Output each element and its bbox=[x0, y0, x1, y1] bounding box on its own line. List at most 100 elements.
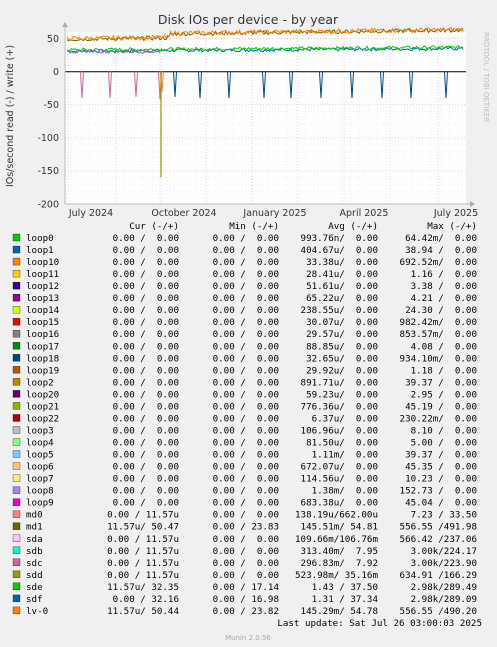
legend-avg: 1.38m/ 0.00 bbox=[312, 486, 378, 497]
legend-cur: 0.00 / 0.00 bbox=[113, 486, 179, 497]
legend-name: loop13 bbox=[26, 293, 59, 304]
legend-name: loop8 bbox=[26, 486, 54, 497]
legend-avg: 238.55u/ 0.00 bbox=[301, 305, 378, 316]
legend-min: 0.00 / 0.00 bbox=[213, 510, 279, 521]
x-tick-label: October 2024 bbox=[151, 208, 216, 219]
legend-max: 556.55 /490.20 bbox=[400, 606, 477, 617]
legend-name: loop17 bbox=[26, 341, 59, 352]
x-tick-label: January 2025 bbox=[242, 208, 306, 219]
legend-avg: 81.50u/ 0.00 bbox=[306, 438, 378, 449]
legend-avg: 523.98m/ 35.16m bbox=[295, 570, 378, 581]
legend-swatch bbox=[12, 318, 21, 326]
legend-swatch bbox=[12, 257, 21, 266]
legend-row-loop18: loop18 0.00 / 0.00 0.00 / 0.00 32.65u/ 0.00… bbox=[12, 353, 477, 364]
read-spike bbox=[173, 71, 177, 97]
legend-cur: 0.00 / 0.00 bbox=[113, 305, 179, 316]
legend-avg: 683.38u/ 0.00 bbox=[301, 498, 378, 509]
series-line-sdf bbox=[66, 46, 464, 54]
read-spike bbox=[444, 71, 448, 99]
legend-min: 0.00 / 0.00 bbox=[213, 365, 279, 376]
legend-swatch bbox=[12, 390, 21, 398]
legend-cur: 0.00 / 0.00 bbox=[113, 377, 179, 388]
legend-name: md0 bbox=[26, 510, 43, 521]
legend-name: loop19 bbox=[26, 365, 59, 376]
legend-swatch bbox=[12, 582, 21, 591]
legend-max: 2.98k/289.49 bbox=[411, 582, 477, 593]
legend-swatch bbox=[12, 233, 21, 242]
legend-min: 0.00 / 0.00 bbox=[213, 413, 279, 424]
legend-max: 3.38 / 0.00 bbox=[411, 281, 477, 292]
legend-max: 2.98k/289.09 bbox=[411, 594, 477, 605]
legend-max: 45.35 / 0.00 bbox=[405, 462, 477, 473]
legend-cur: 11.57u/ 50.44 bbox=[107, 606, 179, 617]
legend-name: loop7 bbox=[26, 474, 54, 485]
read-spike bbox=[319, 71, 323, 99]
legend-name: loop14 bbox=[26, 305, 60, 316]
legend-row-loop14: loop14 0.00 / 0.00 0.00 / 0.00 238.55u/ 0.0… bbox=[12, 305, 477, 316]
legend-row-loop5: loop5 0.00 / 0.00 0.00 / 0.00 1.11m/ 0.00 39… bbox=[12, 450, 477, 461]
watermark: RRDTOOL / TOBI OETIKER bbox=[482, 32, 490, 122]
legend-min: 0.00 / 0.00 bbox=[213, 293, 279, 304]
legend-name: md1 bbox=[26, 522, 43, 533]
legend-avg: 776.36u/ 0.00 bbox=[301, 401, 378, 412]
legend-name: sdf bbox=[26, 594, 43, 605]
legend-cur: 0.00 / 0.00 bbox=[113, 498, 179, 509]
legend-swatch bbox=[12, 510, 21, 518]
legend-swatch bbox=[12, 366, 21, 374]
read-spike bbox=[380, 71, 384, 99]
legend-min: 0.00 / 0.00 bbox=[213, 233, 279, 244]
legend-row-loop12: loop12 0.00 / 0.00 0.00 / 0.00 51.61u/ 0.00… bbox=[12, 281, 477, 292]
chart-title: Disk IOs per device - by year bbox=[158, 12, 339, 27]
legend-swatch bbox=[12, 558, 21, 566]
legend-swatch bbox=[12, 378, 21, 386]
legend-name: loop11 bbox=[26, 269, 59, 280]
legend-min: 0.00 / 0.00 bbox=[213, 341, 279, 352]
legend-header-cur: Cur (-/+) bbox=[129, 221, 179, 232]
legend-min: 0.00 / 0.00 bbox=[213, 305, 279, 316]
read-spike bbox=[134, 71, 138, 97]
legend-avg: 106.96u/ 0.00 bbox=[301, 425, 378, 436]
legend-name: loop16 bbox=[26, 329, 59, 340]
read-spike bbox=[289, 71, 293, 99]
legend-max: 2.95 / 0.00 bbox=[411, 389, 477, 400]
legend-max: 64.42m/ 0.00 bbox=[405, 233, 477, 244]
legend-name: sdb bbox=[26, 546, 43, 557]
read-spike bbox=[409, 71, 413, 99]
legend-max: 45.19 / 0.00 bbox=[405, 401, 477, 412]
y-tick-label: -150 bbox=[37, 166, 59, 177]
read-spike bbox=[262, 71, 266, 99]
legend-max: 230.22m/ 0.00 bbox=[400, 413, 477, 424]
legend-max: 5.00 / 0.00 bbox=[411, 438, 477, 449]
legend-cur: 0.00 / 0.00 bbox=[113, 329, 179, 340]
y-tick-label: 50 bbox=[47, 34, 59, 45]
legend-row-loop1: loop1 0.00 / 0.00 0.00 / 0.00 404.67u/ 0.00… bbox=[12, 245, 477, 256]
legend-avg: 145.51m/ 54.81 bbox=[301, 522, 378, 533]
legend-cur: 0.00 / 0.00 bbox=[113, 257, 179, 268]
legend-swatch bbox=[12, 330, 21, 338]
legend-name: loop1 bbox=[26, 245, 54, 256]
legend-avg: 88.85u/ 0.00 bbox=[306, 341, 378, 352]
legend-min: 0.00 / 0.00 bbox=[213, 486, 279, 497]
legend-cur: 0.00 / 0.00 bbox=[113, 341, 179, 352]
legend-swatch bbox=[12, 474, 21, 482]
legend-row-md1: md1 11.57u/ 50.47 0.00 / 23.83 145.51m/ 54.… bbox=[12, 522, 477, 533]
legend-row-loop8: loop8 0.00 / 0.00 0.00 / 0.00 1.38m/ 0.00 15… bbox=[12, 486, 477, 497]
legend-row-sda: sda 0.00 / 11.57u 0.00 / 0.00 109.66m/106.7… bbox=[12, 534, 477, 545]
legend-row-loop7: loop7 0.00 / 0.00 0.00 / 0.00 114.56u/ 0.00… bbox=[12, 474, 477, 485]
legend-avg: 138.19u/662.00u bbox=[295, 510, 378, 521]
legend-max: 692.52m/ 0.00 bbox=[400, 257, 477, 268]
legend-min: 0.00 / 0.00 bbox=[213, 570, 279, 581]
legend-name: loop3 bbox=[26, 425, 54, 436]
legend-min: 0.00 / 0.00 bbox=[213, 474, 279, 485]
last-update: Last update: Sat Jul 26 03:00:03 2025 bbox=[277, 618, 482, 629]
legend-swatch bbox=[12, 462, 21, 470]
legend-cur: 0.00 / 11.57u bbox=[107, 546, 179, 557]
legend-swatch bbox=[12, 486, 21, 494]
legend-avg: 6.37u/ 0.00 bbox=[312, 413, 378, 424]
legend-min: 0.00 / 0.00 bbox=[213, 425, 279, 436]
legend-name: loop22 bbox=[26, 413, 59, 424]
legend-row-sdc: sdc 0.00 / 11.57u 0.00 / 0.00 296.83m/ 7.92… bbox=[12, 558, 477, 569]
legend-name: loop5 bbox=[26, 450, 54, 461]
legend-row-loop2: loop2 0.00 / 0.00 0.00 / 0.00 891.71u/ 0.00… bbox=[12, 377, 477, 388]
legend-cur: 0.00 / 0.00 bbox=[113, 245, 179, 256]
